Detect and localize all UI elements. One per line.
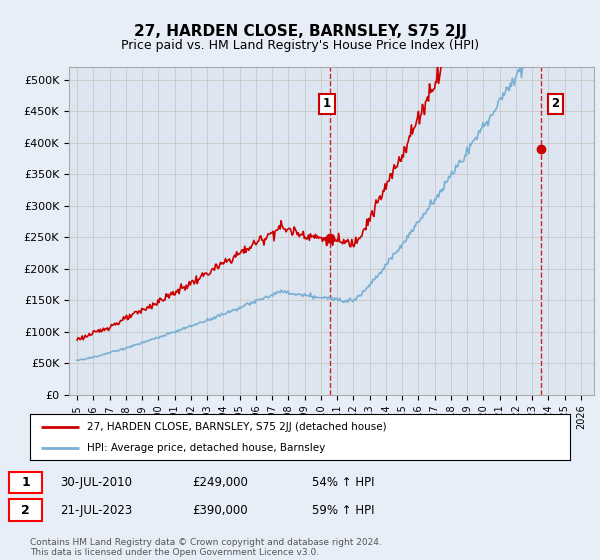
Text: £249,000: £249,000 [192,476,248,489]
Text: HPI: Average price, detached house, Barnsley: HPI: Average price, detached house, Barn… [86,443,325,453]
Text: Contains HM Land Registry data © Crown copyright and database right 2024.
This d: Contains HM Land Registry data © Crown c… [30,538,382,557]
Text: 30-JUL-2010: 30-JUL-2010 [60,476,132,489]
Text: 2: 2 [551,97,560,110]
FancyBboxPatch shape [9,500,42,521]
Text: 1: 1 [21,476,30,489]
Text: 54% ↑ HPI: 54% ↑ HPI [312,476,374,489]
Text: 1: 1 [323,97,331,110]
Text: 27, HARDEN CLOSE, BARNSLEY, S75 2JJ (detached house): 27, HARDEN CLOSE, BARNSLEY, S75 2JJ (det… [86,422,386,432]
Text: 27, HARDEN CLOSE, BARNSLEY, S75 2JJ: 27, HARDEN CLOSE, BARNSLEY, S75 2JJ [134,24,466,39]
Text: 21-JUL-2023: 21-JUL-2023 [60,504,132,517]
Text: 2: 2 [21,504,30,517]
Text: 59% ↑ HPI: 59% ↑ HPI [312,504,374,517]
FancyBboxPatch shape [9,472,42,493]
Text: £390,000: £390,000 [192,504,248,517]
Text: Price paid vs. HM Land Registry's House Price Index (HPI): Price paid vs. HM Land Registry's House … [121,39,479,52]
